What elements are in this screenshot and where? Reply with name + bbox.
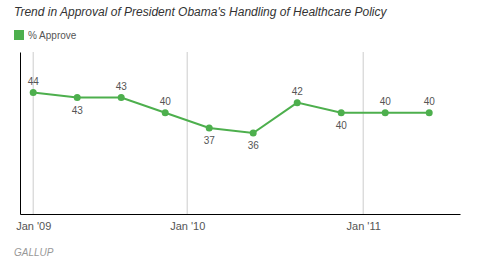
x-tick: Jan '11 [347, 214, 381, 232]
x-tick: Jan '10 [170, 214, 205, 232]
data-label: 43 [116, 81, 128, 92]
data-point [382, 109, 389, 116]
data-label: 40 [336, 120, 348, 131]
data-point [118, 94, 125, 101]
series-group [30, 89, 433, 137]
data-point [162, 109, 169, 116]
x-axis-line [21, 214, 461, 215]
series-line [33, 93, 429, 134]
data-label: 44 [28, 76, 40, 87]
data-labels: 44 43 43 40 37 36 42 40 40 40 [28, 76, 436, 152]
grid-line [363, 52, 364, 214]
data-label: 37 [204, 135, 216, 146]
data-label: 43 [72, 105, 84, 116]
annotation: GALLUP [14, 247, 54, 258]
chart: Jan '09Jan '10Jan '114443434037364240404… [0, 0, 480, 264]
y-axis [20, 53, 21, 215]
data-point [338, 109, 345, 116]
x-tick-label: Jan '10 [170, 220, 205, 232]
x-axis: Jan '09 Jan '10 Jan '11 [16, 214, 460, 232]
data-label: 40 [160, 96, 172, 107]
data-point [250, 130, 257, 137]
data-point [426, 109, 433, 116]
x-tick-label: Jan '09 [16, 220, 51, 232]
data-point [294, 99, 301, 106]
legend: % Approve [14, 30, 77, 41]
y-axis-line [20, 53, 21, 215]
legend-item: % Approve [14, 30, 77, 41]
x-tick-label: Jan '11 [347, 220, 381, 232]
x-tick: Jan '09 [16, 214, 51, 232]
data-point [74, 94, 81, 101]
data-label: 42 [292, 86, 304, 97]
data-point [206, 124, 213, 131]
legend-label: % Approve [28, 30, 77, 41]
plot-area: Jan '09Jan '10Jan '114443434037364240404… [16, 52, 460, 232]
data-label: 40 [380, 96, 392, 107]
legend-swatch [14, 30, 24, 40]
grid-line [187, 52, 188, 214]
data-point [30, 89, 37, 96]
data-label: 40 [424, 96, 436, 107]
data-label: 36 [248, 140, 260, 151]
grid [33, 52, 363, 214]
chart-title: Trend in Approval of President Obama's H… [14, 5, 387, 19]
